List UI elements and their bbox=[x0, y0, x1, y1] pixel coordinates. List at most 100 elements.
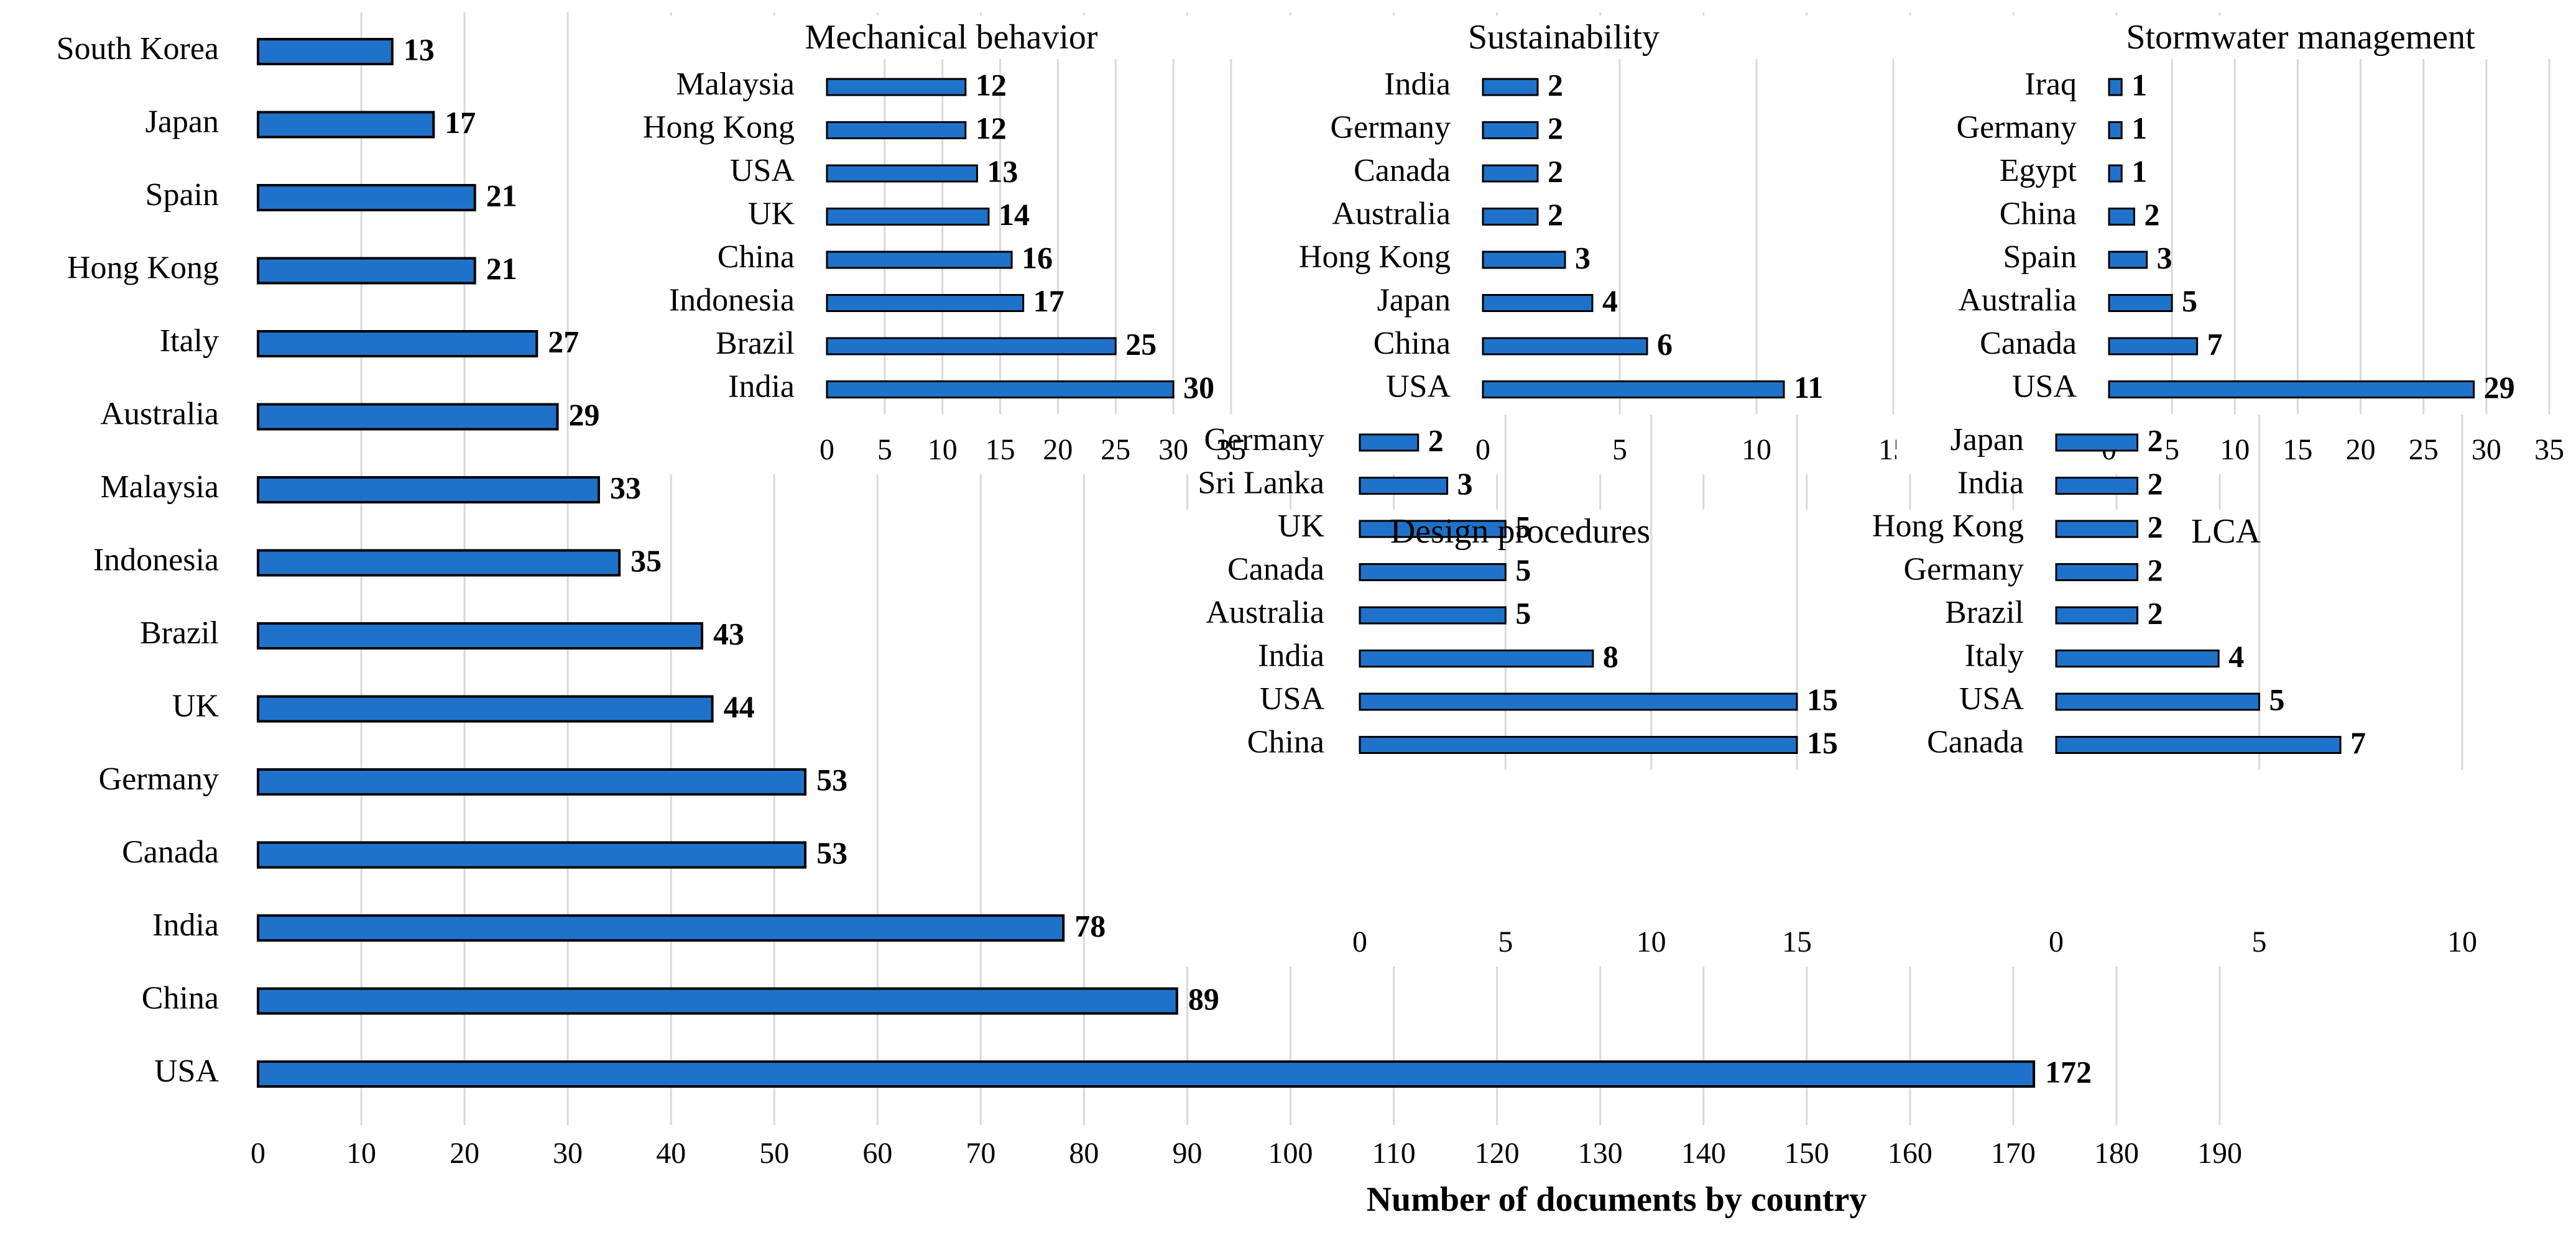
category-label: China bbox=[1373, 326, 1451, 361]
category-label: Hong Kong bbox=[1872, 508, 2024, 544]
value-label: 5 bbox=[2269, 682, 2285, 717]
chart-panel-lca: 0 5 10 Japan 2 India 2 Hong Kong 2 Germany 2 Brazil… bbox=[1844, 415, 2487, 967]
x-tick-label: 20 bbox=[1043, 433, 1073, 466]
x-tick-label: 10 bbox=[2447, 925, 2477, 958]
x-tick-label: 170 bbox=[1991, 1137, 2036, 1170]
bar-usa bbox=[1359, 692, 1798, 711]
value-label: 2 bbox=[1428, 423, 1444, 457]
value-label: 7 bbox=[2350, 725, 2366, 760]
bar-china bbox=[257, 987, 1178, 1015]
bar-italy bbox=[257, 330, 538, 357]
bar-south-korea bbox=[257, 38, 394, 65]
value-label: 1 bbox=[2131, 111, 2147, 145]
x-tick-label: 25 bbox=[2409, 433, 2439, 466]
category-label: Australia bbox=[100, 396, 219, 431]
x-tick-label: 15 bbox=[1782, 925, 1812, 958]
chart-panel-stormwater: 05101520253035Iraq1Germany1Egypt1China2S… bbox=[1896, 16, 2574, 474]
x-tick-label: 5 bbox=[1498, 925, 1513, 958]
x-tick-label: 20 bbox=[450, 1137, 479, 1170]
x-tick-label: 10 bbox=[928, 433, 958, 466]
value-label: 21 bbox=[486, 251, 517, 286]
value-label: 44 bbox=[724, 689, 755, 724]
category-label: Italy bbox=[1965, 638, 2024, 673]
bar-china bbox=[2108, 208, 2135, 226]
value-label: 14 bbox=[999, 197, 1030, 232]
category-label: India bbox=[728, 369, 795, 404]
value-label: 89 bbox=[1188, 981, 1219, 1016]
bar-hong-kong bbox=[1482, 250, 1566, 269]
x-tick-label: 150 bbox=[1784, 1137, 1829, 1170]
chart-title: Sustainability bbox=[1468, 18, 1660, 57]
x-tick-label: 110 bbox=[1372, 1137, 1415, 1170]
value-label: 5 bbox=[1515, 509, 1531, 544]
x-tick-label: 20 bbox=[2346, 433, 2376, 466]
category-label: India bbox=[1957, 465, 2024, 500]
bar-hong-kong bbox=[2055, 520, 2139, 538]
category-label: Brazil bbox=[716, 326, 795, 361]
value-label: 5 bbox=[2182, 283, 2197, 318]
value-label: 29 bbox=[2484, 370, 2515, 405]
category-label: USA bbox=[154, 1054, 219, 1089]
x-tick-label: 0 bbox=[819, 433, 834, 466]
x-tick-label: 80 bbox=[1069, 1137, 1099, 1170]
value-label: 15 bbox=[1807, 682, 1838, 717]
category-label: Italy bbox=[160, 323, 219, 359]
bar-indonesia bbox=[257, 549, 621, 577]
x-tick-label: 180 bbox=[2094, 1137, 2139, 1170]
value-label: 30 bbox=[1183, 370, 1214, 405]
value-label: 16 bbox=[1022, 240, 1053, 275]
bar-malaysia bbox=[257, 476, 600, 503]
bar-usa bbox=[257, 1060, 2036, 1088]
x-tick-label: 10 bbox=[346, 1137, 376, 1170]
bar-germany bbox=[1482, 121, 1539, 139]
bar-canada bbox=[257, 841, 807, 869]
value-label: 3 bbox=[1575, 240, 1590, 275]
value-label: 6 bbox=[1657, 326, 1673, 361]
category-label: China bbox=[2000, 196, 2077, 231]
value-label: 53 bbox=[816, 762, 847, 797]
category-label: Malaysia bbox=[100, 469, 219, 505]
x-tick-label: 5 bbox=[2164, 433, 2179, 466]
category-label: Hong Kong bbox=[643, 109, 795, 145]
category-label: Canada bbox=[1927, 724, 2024, 760]
bar-australia bbox=[1359, 606, 1507, 625]
x-tick-label: 30 bbox=[553, 1137, 583, 1170]
bar-india bbox=[2055, 477, 2139, 495]
bar-indonesia bbox=[826, 294, 1025, 312]
category-label: UK bbox=[172, 688, 219, 723]
chart-panel-design: 0 5 10 15 Germany 2 Sri Lanka 3 UK 5 Canada 5 Austra… bbox=[1144, 415, 1838, 967]
bar-japan bbox=[2055, 433, 2139, 452]
value-label: 2 bbox=[2148, 509, 2163, 544]
value-label: 78 bbox=[1074, 908, 1106, 943]
category-label: Indonesia bbox=[669, 282, 795, 318]
category-label: Brazil bbox=[1945, 595, 2024, 630]
value-label: 11 bbox=[1794, 370, 1823, 405]
value-label: 12 bbox=[976, 67, 1007, 102]
value-label: 35 bbox=[630, 543, 662, 578]
bar-china bbox=[1359, 736, 1798, 754]
category-label: Egypt bbox=[2000, 153, 2077, 188]
chart-title: Design procedures bbox=[1390, 512, 1650, 551]
x-axis-label: Number of documents by country bbox=[1367, 1180, 1867, 1219]
value-label: 3 bbox=[2157, 240, 2172, 275]
bar-malaysia bbox=[826, 78, 967, 96]
bar-spain bbox=[257, 184, 476, 211]
x-tick-label: 100 bbox=[1268, 1137, 1313, 1170]
bar-australia bbox=[1482, 208, 1539, 226]
value-label: 53 bbox=[816, 835, 847, 870]
category-label: Japan bbox=[145, 104, 219, 139]
value-label: 15 bbox=[1807, 725, 1838, 760]
value-label: 13 bbox=[987, 154, 1018, 188]
x-tick-label: 30 bbox=[2472, 433, 2501, 466]
bar-spain bbox=[2108, 250, 2148, 269]
bar-canada bbox=[2108, 337, 2199, 356]
bar-brazil bbox=[2055, 606, 2139, 625]
value-label: 2 bbox=[1548, 111, 1563, 145]
bar-usa bbox=[2055, 692, 2260, 711]
x-tick-label: 90 bbox=[1172, 1137, 1202, 1170]
x-tick-label: 15 bbox=[2283, 433, 2312, 466]
category-label: USA bbox=[1386, 369, 1451, 404]
